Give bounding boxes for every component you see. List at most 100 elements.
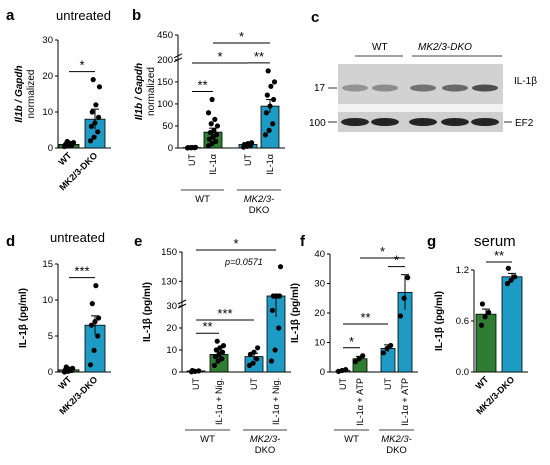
y-tick-label: 1.2 xyxy=(456,265,469,276)
panel-label-b: b xyxy=(132,7,141,24)
data-point xyxy=(268,358,275,364)
data-point xyxy=(220,343,227,349)
data-point xyxy=(214,123,221,129)
data-point xyxy=(388,342,394,349)
y-tick-label: 10 xyxy=(42,295,53,306)
y-tick-label: 0.0 xyxy=(456,367,469,378)
data-point xyxy=(89,301,95,307)
blot-band-ef2 xyxy=(471,118,499,126)
data-point xyxy=(95,129,101,135)
blot-separator xyxy=(338,104,503,112)
data-point xyxy=(270,121,276,127)
significance-label: ** xyxy=(202,319,212,334)
category-label: WT xyxy=(56,374,73,391)
data-point xyxy=(512,274,518,280)
significance-label: ** xyxy=(360,310,370,325)
significance-label: * xyxy=(79,58,84,73)
blot-band-il1b xyxy=(372,84,398,92)
y-tick-label: 10 xyxy=(314,338,325,349)
y-tick-label: 15 xyxy=(42,259,53,270)
significance-label: ** xyxy=(494,248,504,263)
data-point xyxy=(92,319,98,325)
panel-label-a: a xyxy=(6,7,15,24)
significance-label: *** xyxy=(74,264,89,279)
y-axis-label-2: normalized xyxy=(146,67,157,116)
blot-band-il1b xyxy=(342,84,368,92)
group-label-cont: DKO xyxy=(255,445,276,456)
data-point xyxy=(214,132,220,138)
data-point xyxy=(220,349,226,355)
y-tick-label: 40 xyxy=(314,249,325,260)
data-point xyxy=(272,347,278,353)
y-tick-label: 0 xyxy=(48,143,53,154)
bar xyxy=(475,313,497,373)
category-label: IL-1α xyxy=(208,154,218,175)
y-tick-label: 0.6 xyxy=(456,316,469,327)
y-tick-label: 5 xyxy=(48,331,53,342)
y-tick-label: 450 xyxy=(157,30,173,41)
data-point xyxy=(405,275,411,281)
data-point xyxy=(262,132,269,138)
data-point xyxy=(189,367,195,374)
y-tick-label: 130 xyxy=(161,276,177,287)
y-tick-label: 20 xyxy=(42,71,53,82)
data-point xyxy=(384,345,390,351)
blot-mw-100: 100 xyxy=(309,118,326,129)
category-label: UT xyxy=(243,154,253,166)
y-tick-label: 30 xyxy=(166,301,177,312)
panel-label-e: e xyxy=(134,233,142,250)
data-point xyxy=(87,138,94,144)
panel-g-title: serum xyxy=(474,233,516,250)
blot-band-il1b xyxy=(442,84,468,92)
panel-label-d: d xyxy=(6,233,15,250)
data-point xyxy=(214,338,220,344)
data-point xyxy=(505,265,511,271)
data-point xyxy=(274,293,280,299)
data-point xyxy=(267,103,273,109)
data-point xyxy=(91,347,97,353)
category-label: WT xyxy=(473,374,490,391)
significance-label: *** xyxy=(217,306,232,321)
y-tick-label: 0 xyxy=(320,367,325,378)
panel-label-f: f xyxy=(300,233,306,250)
significance-label: * xyxy=(394,253,399,268)
group-label-cont: DKO xyxy=(249,205,270,216)
category-label: IL-1α + Nig. xyxy=(271,378,281,425)
data-point xyxy=(478,322,485,328)
group-label: MK2/3- xyxy=(250,434,281,445)
data-point xyxy=(356,356,362,362)
data-point xyxy=(70,140,77,146)
significance-label: * xyxy=(217,49,222,64)
data-point xyxy=(93,283,99,289)
y-axis-label-2: normalized xyxy=(26,70,37,119)
category-label: IL-1α + ATP xyxy=(400,378,410,426)
significance-label: * xyxy=(349,334,354,349)
category-label: IL-1α + ATP xyxy=(355,378,365,426)
blot-band-ef2 xyxy=(341,118,369,126)
data-point xyxy=(276,325,282,331)
group-label: MK2/3- xyxy=(381,434,412,445)
category-label: UT xyxy=(383,378,393,390)
data-point xyxy=(205,110,212,116)
data-point xyxy=(219,356,225,362)
blot-membrane-il1b xyxy=(338,64,503,104)
data-point xyxy=(343,367,349,373)
group-label: WT xyxy=(344,434,359,445)
data-point xyxy=(486,309,492,316)
blot-band-ef2 xyxy=(371,118,399,126)
y-tick-label: 0 xyxy=(168,143,173,154)
blot-lane-label-dko: MK2/3-DKO xyxy=(418,42,472,53)
significance-label: * xyxy=(380,244,385,259)
y-tick-label: 0 xyxy=(172,367,177,378)
data-point xyxy=(93,102,99,108)
chart-e: 0 10 20 30 130 150 IL-1β (pg/ml) UT IL-1α + Nig.… xyxy=(142,236,291,456)
y-axis-label: IL-1β (pg/ml) xyxy=(142,282,153,342)
data-point xyxy=(89,109,95,115)
bar xyxy=(501,276,523,373)
panel-label-c: c xyxy=(311,9,319,26)
y-tick-label: 0 xyxy=(48,367,53,378)
data-point xyxy=(87,362,94,368)
chart-f: 0 10 20 30 40 IL-1β (pg/ml) UT IL-1α + ATP UT IL-… xyxy=(290,244,418,456)
